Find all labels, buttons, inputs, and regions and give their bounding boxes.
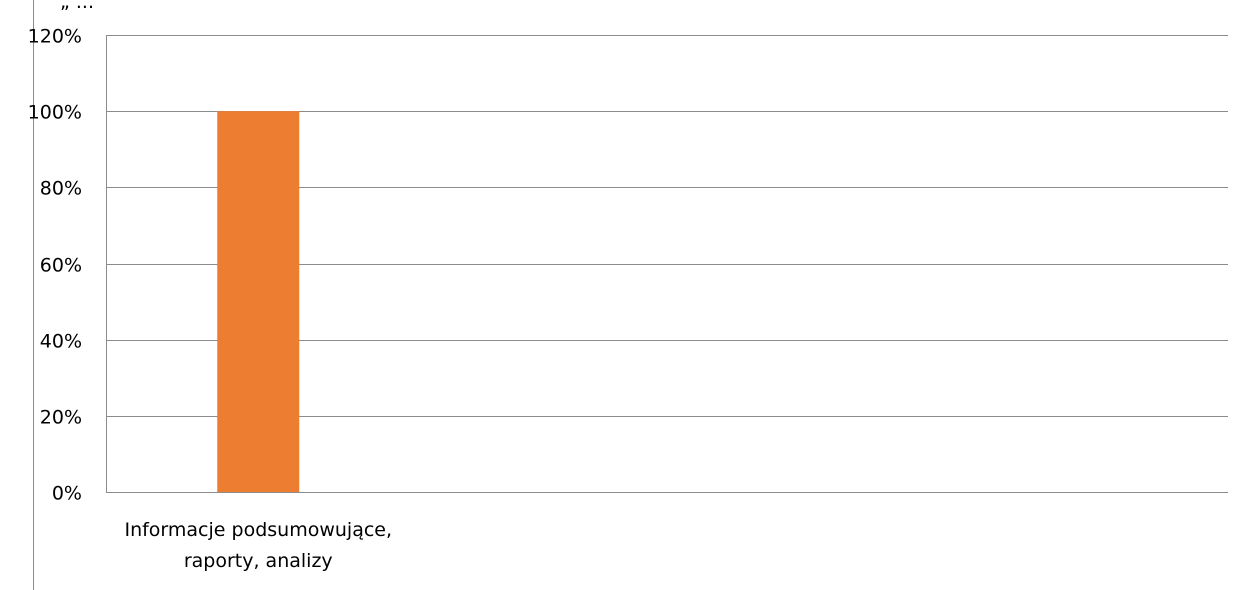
- bar: [217, 111, 300, 493]
- chart-title: „ ... ”: [60, 0, 110, 13]
- y-tick-labels: 0% 20% 40% 60% 80% 100% 120%: [28, 26, 82, 505]
- y-tick-label: 40%: [40, 331, 82, 353]
- category-labels: Informacje podsumowujące, raporty, analiz…: [124, 519, 392, 572]
- category-label: Informacje podsumowujące, raporty, analiz…: [124, 519, 392, 572]
- bars: [217, 111, 300, 493]
- y-tick-label: 80%: [40, 178, 82, 200]
- y-tick-label: 60%: [40, 255, 82, 277]
- y-tick-label: 120%: [28, 26, 82, 48]
- y-tick-label: 100%: [28, 102, 82, 124]
- y-tick-label: 0%: [52, 483, 82, 505]
- y-tick-label: 20%: [40, 407, 82, 429]
